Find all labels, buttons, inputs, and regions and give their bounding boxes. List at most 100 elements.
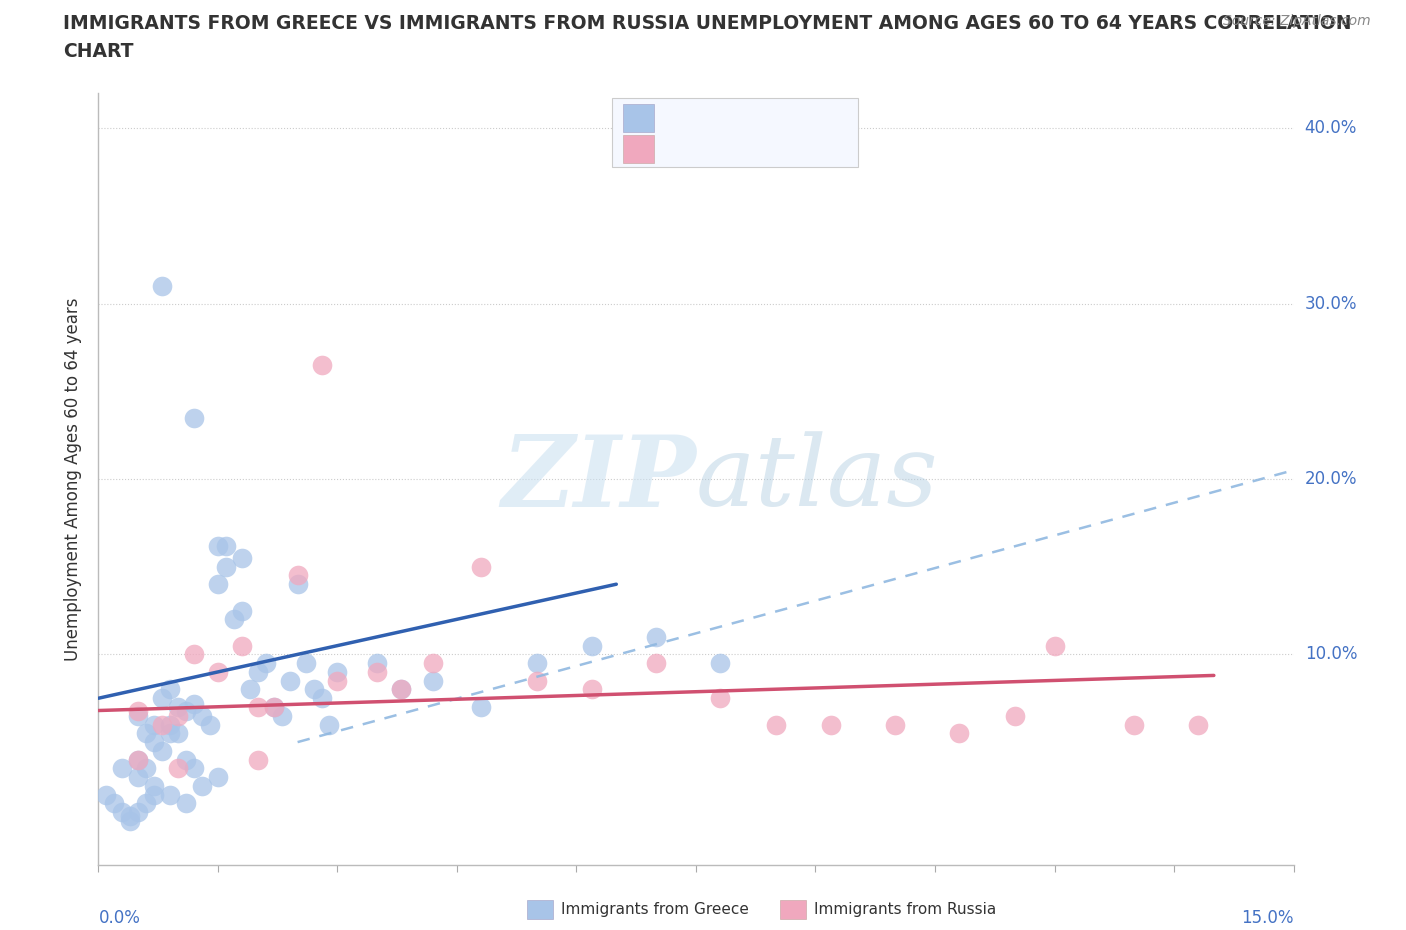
Text: Immigrants from Russia: Immigrants from Russia <box>814 902 997 917</box>
Point <box>183 647 205 662</box>
Point <box>526 656 548 671</box>
Point <box>198 717 221 732</box>
Point <box>127 752 149 767</box>
Point <box>127 770 149 785</box>
Text: Source: ZipAtlas.com: Source: ZipAtlas.com <box>1223 14 1371 28</box>
Point <box>1043 638 1066 653</box>
Point <box>311 357 333 372</box>
Point <box>207 665 229 680</box>
Point <box>150 743 173 758</box>
Point <box>96 788 118 803</box>
Point <box>207 770 229 785</box>
Point <box>709 656 731 671</box>
Point <box>1187 717 1209 732</box>
Text: 30.0%: 30.0% <box>1305 295 1357 312</box>
Point <box>263 699 285 714</box>
Point <box>645 630 668 644</box>
Point <box>103 796 125 811</box>
Point <box>765 717 787 732</box>
Point <box>143 735 166 750</box>
Point <box>526 673 548 688</box>
Text: ZIP: ZIP <box>501 431 696 527</box>
Point <box>120 808 142 823</box>
Point <box>270 709 292 724</box>
Point <box>470 559 492 574</box>
Text: Immigrants from Greece: Immigrants from Greece <box>561 902 749 917</box>
Point <box>1004 709 1026 724</box>
Point <box>326 673 349 688</box>
Point <box>215 559 238 574</box>
Point <box>581 638 603 653</box>
Point <box>135 726 157 741</box>
Point <box>326 665 349 680</box>
Point <box>470 699 492 714</box>
Point <box>207 538 229 553</box>
Point <box>287 568 309 583</box>
Point <box>167 761 190 776</box>
Point <box>174 796 197 811</box>
Point <box>150 717 173 732</box>
Text: atlas: atlas <box>696 432 939 526</box>
Point <box>231 551 253 565</box>
Point <box>127 709 149 724</box>
Y-axis label: Unemployment Among Ages 60 to 64 years: Unemployment Among Ages 60 to 64 years <box>65 298 83 660</box>
Point <box>389 682 412 697</box>
Point <box>294 656 316 671</box>
Point <box>159 726 181 741</box>
Text: 15.0%: 15.0% <box>1241 909 1294 927</box>
Point <box>127 752 149 767</box>
Point <box>167 726 190 741</box>
Point <box>231 638 253 653</box>
Point <box>159 788 181 803</box>
Point <box>111 804 134 819</box>
Point <box>143 717 166 732</box>
Point <box>246 665 269 680</box>
Point <box>215 538 238 553</box>
Point <box>183 696 205 711</box>
Point <box>239 682 262 697</box>
Point <box>135 761 157 776</box>
Point <box>645 656 668 671</box>
Point <box>311 691 333 706</box>
Point <box>183 410 205 425</box>
Text: 40.0%: 40.0% <box>1305 119 1357 137</box>
Point <box>246 699 269 714</box>
Point <box>222 612 245 627</box>
Text: 10.0%: 10.0% <box>1305 645 1357 663</box>
Point <box>143 788 166 803</box>
Text: 0.0%: 0.0% <box>98 909 141 927</box>
Point <box>422 656 444 671</box>
Text: R =  0.057   N = 30: R = 0.057 N = 30 <box>665 140 835 158</box>
Point <box>287 577 309 591</box>
Point <box>366 665 388 680</box>
Point <box>207 577 229 591</box>
Point <box>263 699 285 714</box>
Point <box>246 752 269 767</box>
Point <box>191 709 214 724</box>
Point <box>150 279 173 294</box>
Text: R =  0.185   N = 63: R = 0.185 N = 63 <box>665 109 835 127</box>
Point <box>254 656 277 671</box>
Point <box>1123 717 1146 732</box>
Point <box>159 717 181 732</box>
Point <box>135 796 157 811</box>
Point <box>167 709 190 724</box>
Point <box>231 603 253 618</box>
Point <box>120 814 142 829</box>
Point <box>302 682 325 697</box>
Point <box>174 703 197 718</box>
Point <box>191 778 214 793</box>
Point <box>127 703 149 718</box>
Point <box>127 804 149 819</box>
Point <box>709 691 731 706</box>
Point <box>820 717 842 732</box>
Point <box>159 682 181 697</box>
Point <box>183 761 205 776</box>
Text: 20.0%: 20.0% <box>1305 470 1357 488</box>
Text: IMMIGRANTS FROM GREECE VS IMMIGRANTS FROM RUSSIA UNEMPLOYMENT AMONG AGES 60 TO 6: IMMIGRANTS FROM GREECE VS IMMIGRANTS FRO… <box>63 14 1351 33</box>
Point <box>422 673 444 688</box>
Point <box>174 752 197 767</box>
Text: CHART: CHART <box>63 42 134 60</box>
Point <box>111 761 134 776</box>
Point <box>884 717 907 732</box>
